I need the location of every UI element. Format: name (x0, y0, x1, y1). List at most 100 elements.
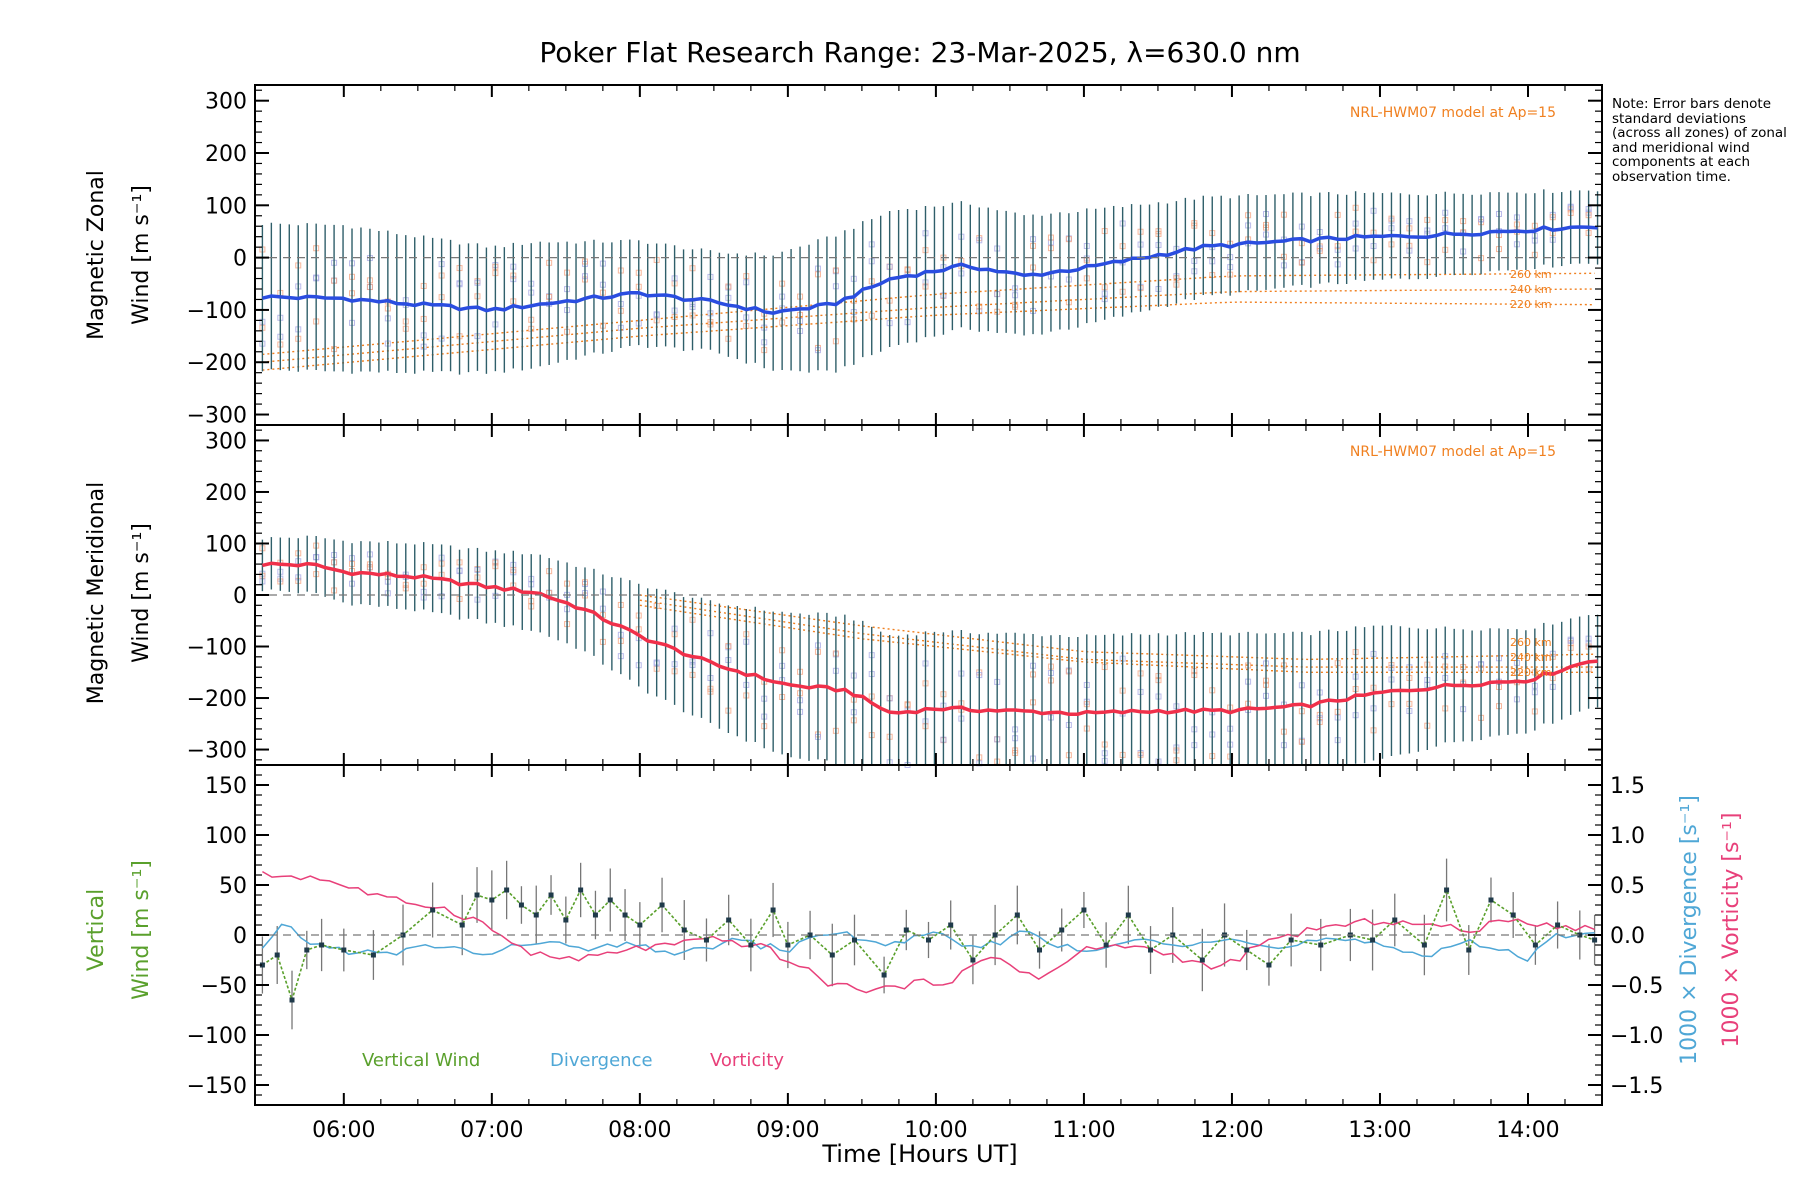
vertical-wind-point (785, 942, 791, 948)
zonal-error-bars (261, 189, 1599, 375)
vertical-wind-point (489, 897, 495, 903)
right-ytick-label: 1.5 (1610, 774, 1645, 799)
vertical-ytick-label: −150 (187, 1074, 247, 1099)
x-tick-label: 14:00 (1496, 1118, 1559, 1143)
vertical-wind-point (1288, 937, 1294, 943)
zonal-wind-panel: −300 −200 −100 0 100 200 300 (187, 84, 1603, 429)
vertical-wind-point (1125, 912, 1131, 918)
zonal-ytick-label: −300 (187, 404, 247, 429)
x-tick-label: 10:00 (904, 1118, 967, 1143)
zonal-ytick-label: −200 (187, 351, 247, 376)
vertical-wind-point (1532, 942, 1538, 948)
vertical-wind-point (1318, 942, 1324, 948)
x-tick-label: 12:00 (1200, 1118, 1263, 1143)
vertical-wind-point (430, 907, 436, 913)
vertical-ytick-label: 50 (219, 874, 247, 899)
meridional-model-curve (639, 599, 1595, 668)
zonal-model-curve (262, 288, 1595, 363)
vertical-wind-point (748, 942, 754, 948)
vertical-wind-point (592, 912, 598, 918)
vertical-wind-point (578, 887, 584, 893)
meridional-ytick-label: 200 (205, 481, 247, 506)
right-ytick-label: 1.0 (1610, 824, 1645, 849)
zonal-alt-label-240: 240 km (1510, 283, 1552, 296)
vertical-wind-point (926, 937, 931, 943)
vertical-wind-point (622, 912, 628, 918)
vertical-wind-point (1466, 947, 1472, 953)
x-tick-label: 07:00 (460, 1118, 523, 1143)
vertical-wind-point (637, 922, 643, 928)
vertical-wind-point (341, 947, 347, 953)
meridional-model-label: NRL-HWM07 model at Ap=15 (1350, 444, 1556, 460)
x-tick-label: 06:00 (312, 1118, 375, 1143)
legend-vorticity: Vorticity (710, 1050, 784, 1071)
zonal-ylabel-line2: Wind [m s⁻¹] (129, 185, 154, 325)
meridional-ytick-label: 100 (205, 532, 247, 557)
vertical-wind-point (459, 922, 465, 928)
vertical-wind-point (1244, 947, 1250, 953)
zonal-wind-line (261, 225, 1598, 315)
vertical-wind-point (992, 932, 998, 938)
meridional-ytick-label: 300 (205, 429, 247, 454)
vertical-wind-point (274, 952, 280, 958)
vertical-wind-point (563, 917, 569, 923)
vertical-wind-point (370, 952, 376, 958)
vertical-ylabel-line1: Vertical (84, 889, 109, 971)
vertical-wind-point (607, 897, 613, 903)
meridional-model-curve (639, 594, 1595, 661)
vorticity-axis-label: 1000 × Vorticity [s⁻¹] (1719, 813, 1744, 1048)
meridional-alt-label-240: 240 km (1510, 651, 1552, 664)
vertical-wind-point (726, 917, 732, 923)
vertical-wind-panel: 06:00 07:00 08:00 09:00 10:00 11:00 12:00 13:00… (187, 764, 1663, 1143)
vertical-wind-point (319, 942, 325, 948)
zonal-alt-label-220: 220 km (1510, 298, 1552, 311)
vertical-ytick-label: −100 (187, 1024, 247, 1049)
vertical-wind-point (1266, 962, 1272, 968)
vertical-wind-point (703, 937, 709, 943)
vertical-wind-point (474, 892, 480, 898)
vertical-wind-point (851, 937, 857, 943)
vertical-wind-point (1081, 907, 1087, 913)
error-bar-note: Note: Error bars denote standard deviati… (1612, 96, 1787, 185)
vertical-wind-point (1037, 947, 1043, 953)
vertical-wind-point (659, 902, 665, 908)
meridional-error-bars (261, 535, 1599, 765)
zonal-ytick-label: −100 (187, 299, 247, 324)
vertical-wind-point (1421, 942, 1427, 948)
vertical-wind-point (881, 972, 887, 978)
x-tick-label: 08:00 (608, 1118, 671, 1143)
vertical-wind-point (970, 957, 976, 963)
x-axis-label: Time [Hours UT] (821, 1140, 1017, 1168)
vertical-wind-point (1370, 937, 1376, 943)
meridional-ylabel-line1: Magnetic Meridional (84, 482, 109, 704)
divergence-axis-label: 1000 × Divergence [s⁻¹] (1677, 795, 1702, 1065)
vertical-wind-point (1103, 942, 1109, 948)
vertical-wind-line (261, 887, 1595, 1003)
vertical-wind-point (1059, 927, 1065, 933)
legend-vertical-wind: Vertical Wind (362, 1050, 480, 1071)
vertical-ylabel-line2: Wind [m s⁻¹] (129, 860, 154, 1000)
vertical-wind-point (548, 892, 554, 898)
vertical-wind-point (1014, 912, 1020, 918)
meridional-ytick-label: 0 (233, 584, 247, 609)
x-tick-label: 13:00 (1348, 1118, 1411, 1143)
meridional-wind-panel: −300 −200 −100 0 100 200 300 (187, 424, 1603, 768)
meridional-ytick-label: −300 (187, 739, 247, 764)
legend-divergence: Divergence (550, 1050, 653, 1071)
vertical-ytick-label: 150 (205, 774, 247, 799)
vertical-wind-point (1555, 922, 1561, 928)
meridional-wind-line (262, 561, 1598, 717)
vertical-wind-point (504, 887, 510, 893)
zonal-ylabel-line1: Magnetic Zonal (84, 170, 109, 340)
vertical-wind-point (304, 947, 310, 953)
vertical-ytick-label: −50 (201, 974, 247, 999)
meridional-alt-label-260: 260 km (1510, 636, 1552, 649)
right-ytick-label: −0.5 (1610, 974, 1663, 999)
vertical-wind-point (1392, 917, 1398, 923)
zonal-ytick-label: 0 (233, 247, 247, 272)
zonal-model-label: NRL-HWM07 model at Ap=15 (1350, 105, 1556, 121)
x-tick-label: 11:00 (1052, 1118, 1115, 1143)
vertical-wind-point (1510, 912, 1516, 918)
vertical-ytick-label: 0 (233, 924, 247, 949)
meridional-alt-label-220: 220 km (1510, 666, 1552, 679)
